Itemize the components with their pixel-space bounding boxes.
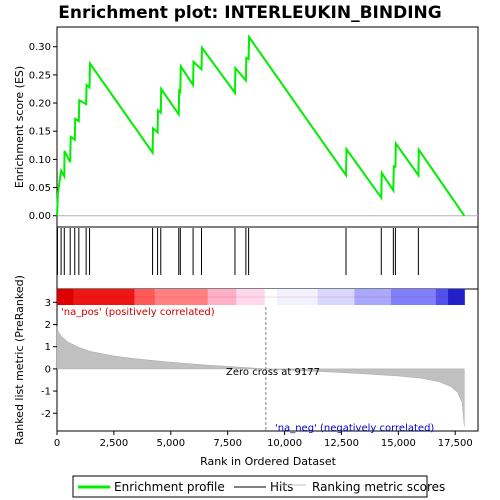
metric-ytick-label: 3 <box>45 298 51 309</box>
es-panel-frame <box>57 27 478 227</box>
xtick-label: 7,500 <box>213 438 242 449</box>
es-y-ticks: 0.00 0.05 0.10 0.15 0.20 0.25 0.30 <box>29 42 57 222</box>
xtick-label: 10,000 <box>267 438 302 449</box>
xtick-label: 0 <box>54 438 60 449</box>
zero-cross-label: Zero cross at 9177 <box>226 367 320 378</box>
es-ytick-label: 0.00 <box>29 211 51 222</box>
metric-ytick-label: -2 <box>41 409 51 420</box>
es-ytick-label: 0.20 <box>29 99 51 110</box>
pos-correlated-label: 'na_pos' (positively correlated) <box>61 307 215 318</box>
xtick-label: 12,500 <box>324 438 359 449</box>
neg-correlated-label: 'na_neg' (negatively correlated) <box>275 423 434 434</box>
es-ytick-label: 0.10 <box>29 155 51 166</box>
metric-y-ticks: -2 -1 0 1 2 3 <box>41 298 57 420</box>
metric-y-axis-label: Ranked list metric (PreRanked) <box>13 275 26 445</box>
xtick-label: 5,000 <box>156 438 185 449</box>
xtick-label: 2,500 <box>100 438 129 449</box>
metric-ytick-label: -1 <box>41 387 51 398</box>
es-ytick-label: 0.25 <box>29 70 51 81</box>
es-line <box>57 37 464 216</box>
es-ytick-label: 0.15 <box>29 127 51 138</box>
hit-markers <box>57 228 418 275</box>
rank-colorbar <box>57 289 465 305</box>
metric-ytick-label: 1 <box>45 342 51 353</box>
es-y-axis-label: Enrichment score (ES) <box>13 66 26 188</box>
hits-panel-frame <box>57 227 478 289</box>
es-ytick-label: 0.05 <box>29 183 51 194</box>
legend-metric-label: Ranking metric scores <box>312 480 445 494</box>
legend-es-label: Enrichment profile <box>114 480 225 494</box>
es-ytick-label: 0.30 <box>29 42 51 53</box>
metric-ytick-label: 0 <box>45 364 51 375</box>
legend-hits-label: Hits <box>270 480 293 494</box>
x-axis-label: Rank in Ordered Dataset <box>200 455 337 468</box>
xtick-label: 17,500 <box>438 438 473 449</box>
xtick-label: 15,000 <box>381 438 416 449</box>
es-line-group <box>57 37 464 216</box>
chart-title: Enrichment plot: INTERLEUKIN_BINDING <box>58 3 441 23</box>
metric-ytick-label: 2 <box>45 320 51 331</box>
